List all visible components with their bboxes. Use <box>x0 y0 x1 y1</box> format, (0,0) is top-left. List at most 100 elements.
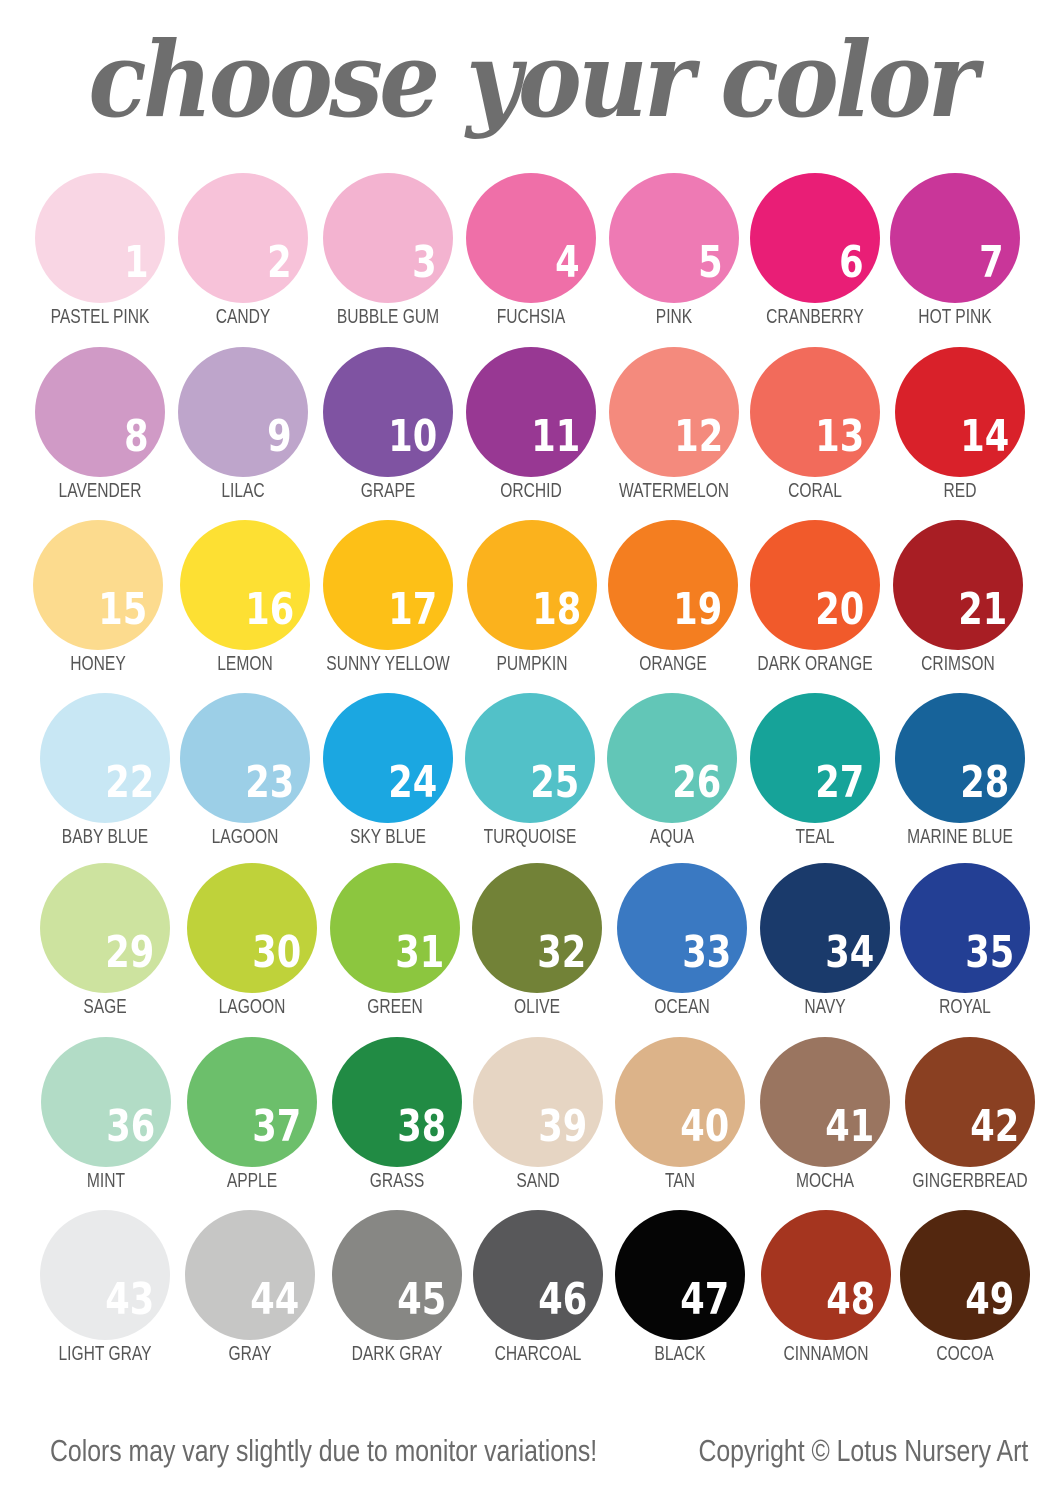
color-swatch[interactable]: 43 <box>40 1210 170 1340</box>
color-name: ORCHID <box>500 480 562 502</box>
color-number: 20 <box>815 584 864 635</box>
color-swatch[interactable]: 30 <box>187 863 317 993</box>
color-swatch[interactable]: 47 <box>615 1210 745 1340</box>
monitor-disclaimer: Colors may vary slightly due to monitor … <box>50 1433 598 1468</box>
color-name: DARK GRAY <box>351 1343 443 1365</box>
color-number: 37 <box>252 1101 301 1152</box>
color-swatch[interactable]: 40 <box>615 1037 745 1167</box>
color-name: WATERMELON <box>618 480 730 502</box>
color-number: 22 <box>105 757 154 808</box>
color-swatch[interactable]: 22 <box>40 693 170 823</box>
color-number: 30 <box>252 927 301 978</box>
color-swatch[interactable]: 34 <box>760 863 890 993</box>
color-swatch[interactable]: 45 <box>332 1210 462 1340</box>
copyright: Copyright © Lotus Nursery Art <box>698 1433 1028 1468</box>
color-number: 9 <box>267 411 293 462</box>
color-number: 38 <box>397 1101 446 1152</box>
color-name: BABY BLUE <box>61 826 149 848</box>
color-swatch[interactable]: 37 <box>187 1037 317 1167</box>
color-number: 18 <box>532 584 581 635</box>
color-swatch[interactable]: 9 <box>178 347 308 477</box>
color-swatch[interactable]: 14 <box>895 347 1025 477</box>
color-name: HONEY <box>70 653 126 675</box>
color-name: ORANGE <box>639 653 707 675</box>
color-number: 42 <box>970 1101 1019 1152</box>
color-name: OCEAN <box>654 996 710 1018</box>
color-swatch[interactable]: 23 <box>180 693 310 823</box>
color-number: 10 <box>388 411 437 462</box>
color-swatch[interactable]: 6 <box>750 173 880 303</box>
color-number: 13 <box>815 411 864 462</box>
color-swatch[interactable]: 12 <box>609 347 739 477</box>
color-name: NAVY <box>804 996 846 1018</box>
color-number: 39 <box>538 1101 587 1152</box>
color-swatch[interactable]: 31 <box>330 863 460 993</box>
color-swatch[interactable]: 25 <box>465 693 595 823</box>
color-swatch[interactable]: 16 <box>180 520 310 650</box>
color-name: PASTEL PINK <box>50 306 150 328</box>
color-swatch[interactable]: 20 <box>750 520 880 650</box>
color-name: BUBBLE GUM <box>336 306 440 328</box>
color-swatch[interactable]: 15 <box>33 520 163 650</box>
color-swatch[interactable]: 42 <box>905 1037 1035 1167</box>
color-name: OLIVE <box>514 996 560 1018</box>
color-swatch[interactable]: 44 <box>185 1210 315 1340</box>
color-swatch[interactable]: 49 <box>900 1210 1030 1340</box>
color-name: AQUA <box>649 826 695 848</box>
color-swatch[interactable]: 3 <box>323 173 453 303</box>
color-swatch[interactable]: 13 <box>750 347 880 477</box>
color-number: 43 <box>105 1274 154 1325</box>
color-name: ROYAL <box>939 996 991 1018</box>
color-swatch[interactable]: 17 <box>323 520 453 650</box>
color-swatch[interactable]: 38 <box>332 1037 462 1167</box>
color-swatch[interactable]: 4 <box>466 173 596 303</box>
color-number: 25 <box>530 757 579 808</box>
color-number: 6 <box>839 237 865 288</box>
color-swatch[interactable]: 21 <box>893 520 1023 650</box>
color-swatch[interactable]: 27 <box>750 693 880 823</box>
color-number: 21 <box>958 584 1007 635</box>
color-swatch[interactable]: 5 <box>609 173 739 303</box>
color-number: 49 <box>965 1274 1014 1325</box>
color-name: COCOA <box>936 1343 994 1365</box>
color-name: CANDY <box>215 306 271 328</box>
color-swatch[interactable]: 46 <box>473 1210 603 1340</box>
color-swatch[interactable]: 19 <box>608 520 738 650</box>
color-swatch[interactable]: 24 <box>323 693 453 823</box>
color-name: CRIMSON <box>921 653 995 675</box>
color-swatch[interactable]: 11 <box>466 347 596 477</box>
color-swatch[interactable]: 7 <box>890 173 1020 303</box>
color-swatch[interactable]: 2 <box>178 173 308 303</box>
color-name: PINK <box>655 306 693 328</box>
color-swatch[interactable]: 32 <box>472 863 602 993</box>
color-number: 29 <box>105 927 154 978</box>
color-name: SKY BLUE <box>349 826 427 848</box>
color-swatch[interactable]: 35 <box>900 863 1030 993</box>
color-swatch[interactable]: 10 <box>323 347 453 477</box>
color-swatch[interactable]: 8 <box>35 347 165 477</box>
color-name: TURQUOISE <box>483 826 577 848</box>
page-title: choose your color <box>88 18 978 141</box>
color-number: 35 <box>965 927 1014 978</box>
color-name: TAN <box>664 1170 696 1192</box>
color-swatch[interactable]: 48 <box>761 1210 891 1340</box>
color-number: 11 <box>531 411 580 462</box>
color-number: 5 <box>698 237 724 288</box>
color-swatch[interactable]: 26 <box>607 693 737 823</box>
color-name: APPLE <box>226 1170 278 1192</box>
color-number: 47 <box>680 1274 729 1325</box>
color-swatch[interactable]: 39 <box>473 1037 603 1167</box>
color-name: MOCHA <box>795 1170 855 1192</box>
color-swatch[interactable]: 1 <box>35 173 165 303</box>
color-swatch[interactable]: 41 <box>760 1037 890 1167</box>
color-name: CHARCOAL <box>494 1343 582 1365</box>
color-swatch[interactable]: 28 <box>895 693 1025 823</box>
color-name: PUMPKIN <box>496 653 568 675</box>
color-swatch[interactable]: 36 <box>41 1037 171 1167</box>
color-swatch[interactable]: 18 <box>467 520 597 650</box>
color-name: LAGOON <box>218 996 286 1018</box>
color-swatch[interactable]: 29 <box>40 863 170 993</box>
color-swatch[interactable]: 33 <box>617 863 747 993</box>
color-name: SAGE <box>83 996 127 1018</box>
color-name: FUCHSIA <box>496 306 566 328</box>
